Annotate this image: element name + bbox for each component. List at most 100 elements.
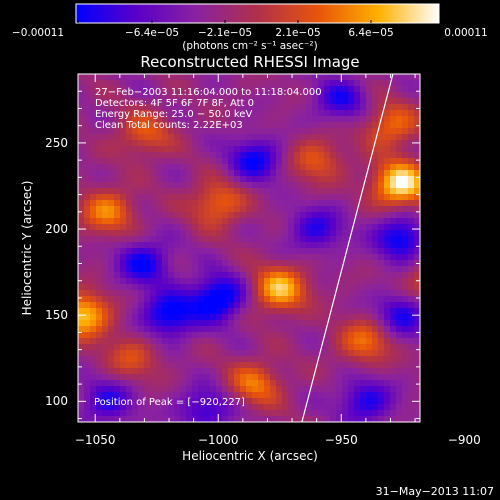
- heatmap-cell: [174, 320, 181, 327]
- heatmap-cell: [240, 386, 247, 393]
- heatmap-cell: [282, 98, 289, 105]
- heatmap-cell: [324, 224, 331, 231]
- heatmap-cell: [180, 194, 187, 201]
- heatmap-cell: [282, 350, 289, 357]
- heatmap-cell: [312, 92, 319, 99]
- heatmap-cell: [360, 194, 367, 201]
- heatmap-cell: [102, 278, 109, 285]
- heatmap-cell: [126, 128, 133, 135]
- heatmap-cell: [222, 152, 229, 159]
- heatmap-cell: [108, 158, 115, 165]
- heatmap-cell: [288, 122, 295, 129]
- heatmap-cell: [84, 266, 91, 273]
- heatmap-cell: [300, 356, 307, 363]
- heatmap-cell: [414, 128, 420, 135]
- heatmap-cell: [174, 308, 181, 315]
- heatmap-cell: [126, 338, 133, 345]
- heatmap-cell: [354, 152, 361, 159]
- heatmap-cell: [402, 218, 409, 225]
- heatmap-cell: [168, 374, 175, 381]
- heatmap-cell: [210, 386, 217, 393]
- heatmap-cell: [252, 314, 259, 321]
- heatmap-cell: [192, 314, 199, 321]
- heatmap-cell: [108, 380, 115, 387]
- heatmap-cell: [324, 206, 331, 213]
- heatmap-cell: [342, 152, 349, 159]
- heatmap-cell: [372, 248, 379, 255]
- heatmap-cell: [120, 386, 127, 393]
- heatmap-cell: [330, 212, 337, 219]
- heatmap-cell: [96, 122, 103, 129]
- heatmap-cell: [162, 398, 169, 405]
- heatmap-cell: [102, 230, 109, 237]
- heatmap-cell: [288, 392, 295, 399]
- heatmap-cell: [384, 116, 391, 123]
- heatmap-cell: [150, 110, 157, 117]
- heatmap-cell: [330, 314, 337, 321]
- heatmap-cell: [264, 374, 271, 381]
- heatmap-cell: [366, 104, 373, 111]
- heatmap-cell: [216, 284, 223, 291]
- heatmap-cell: [210, 326, 217, 333]
- heatmap-cell: [372, 332, 379, 339]
- heatmap-cell: [174, 134, 181, 141]
- heatmap-cell: [126, 272, 133, 279]
- heatmap-cell: [138, 392, 145, 399]
- heatmap-cell: [174, 188, 181, 195]
- heatmap-cell: [222, 206, 229, 213]
- heatmap-cell: [282, 188, 289, 195]
- heatmap-cell: [264, 212, 271, 219]
- heatmap-cell: [300, 326, 307, 333]
- heatmap-cell: [348, 248, 355, 255]
- heatmap-cell: [354, 314, 361, 321]
- heatmap-cell: [228, 302, 235, 309]
- heatmap-cell: [408, 164, 415, 171]
- heatmap-cell: [102, 410, 109, 417]
- heatmap-cell: [108, 194, 115, 201]
- heatmap-cell: [102, 92, 109, 99]
- heatmap-cell: [132, 410, 139, 417]
- heatmap-cell: [174, 236, 181, 243]
- heatmap-cell: [408, 278, 415, 285]
- heatmap-cell: [342, 320, 349, 327]
- heatmap-cell: [336, 380, 343, 387]
- heatmap-cell: [372, 308, 379, 315]
- heatmap-cell: [78, 380, 85, 387]
- heatmap-cell: [90, 164, 97, 171]
- heatmap-cell: [276, 320, 283, 327]
- heatmap-cell: [408, 308, 415, 315]
- heatmap-cell: [288, 410, 295, 417]
- heatmap-cell: [174, 110, 181, 117]
- heatmap-cell: [126, 416, 133, 422]
- heatmap-cell: [228, 218, 235, 225]
- heatmap-cell: [132, 344, 139, 351]
- heatmap-cell: [282, 338, 289, 345]
- heatmap-cell: [204, 170, 211, 177]
- heatmap-cell: [186, 110, 193, 117]
- heatmap-cell: [138, 272, 145, 279]
- heatmap-cell: [276, 176, 283, 183]
- heatmap-cell: [354, 332, 361, 339]
- heatmap-cell: [108, 326, 115, 333]
- heatmap-cell: [270, 176, 277, 183]
- heatmap-cell: [204, 128, 211, 135]
- heatmap-cell: [342, 116, 349, 123]
- heatmap-cell: [408, 368, 415, 375]
- heatmap-cell: [330, 362, 337, 369]
- heatmap-cell: [90, 332, 97, 339]
- heatmap-cell: [126, 344, 133, 351]
- heatmap-cell: [198, 332, 205, 339]
- heatmap-cell: [378, 248, 385, 255]
- heatmap-cell: [378, 230, 385, 237]
- heatmap-cell: [156, 110, 163, 117]
- heatmap-cell: [306, 218, 313, 225]
- heatmap-cell: [402, 266, 409, 273]
- heatmap-cell: [192, 260, 199, 267]
- heatmap-cell: [222, 350, 229, 357]
- heatmap-cell: [150, 230, 157, 237]
- heatmap-cell: [366, 362, 373, 369]
- heatmap-cell: [228, 80, 235, 87]
- heatmap-cell: [336, 128, 343, 135]
- heatmap-cell: [192, 380, 199, 387]
- heatmap-cell: [264, 176, 271, 183]
